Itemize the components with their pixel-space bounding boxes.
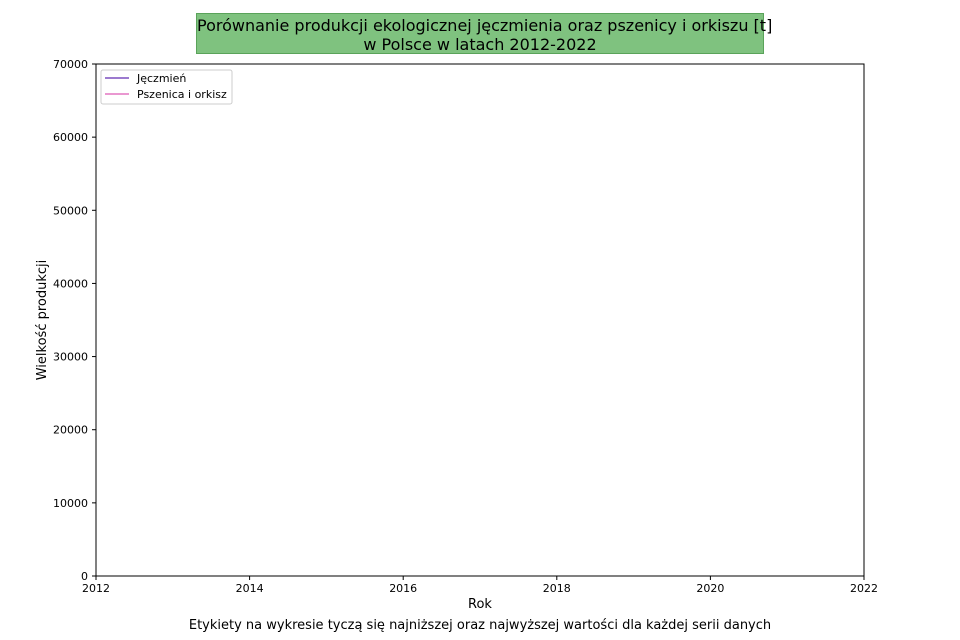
- legend: Jęczmień Pszenica i orkisz: [100, 69, 233, 105]
- y-tick-label: 70000: [53, 58, 88, 71]
- x-tick-label: 2016: [389, 582, 417, 595]
- y-tick-label: 50000: [53, 204, 88, 217]
- y-tick-label: 20000: [53, 424, 88, 437]
- x-axis-label: Rok: [468, 597, 492, 612]
- chart-caption: Etykiety na wykresie tyczą się najniższe…: [188, 618, 772, 633]
- chart-title: Porównanie produkcji ekologicznej jęczmi…: [196, 13, 773, 54]
- y-tick-label: 0: [81, 570, 88, 583]
- x-axis: 2012 2014 2016 2018 2020 2022: [82, 576, 878, 595]
- x-tick-label: 2022: [850, 582, 878, 595]
- legend-label: Pszenica i orkisz: [137, 88, 227, 101]
- x-tick-label: 2014: [236, 582, 264, 595]
- plot-area: [95, 63, 865, 577]
- y-tick-label: 60000: [53, 131, 88, 144]
- chart-title-line-1: Porównanie produkcji ekologicznej jęczmi…: [197, 16, 773, 35]
- y-tick-label: 10000: [53, 497, 88, 510]
- y-axis-label: Wielkość produkcji: [35, 260, 50, 381]
- y-tick-label: 40000: [53, 277, 88, 290]
- x-tick-label: 2012: [82, 582, 110, 595]
- legend-label: Jęczmień: [136, 72, 186, 85]
- y-axis: 0 10000 20000 30000 40000 50000 60000 70000: [53, 58, 96, 583]
- x-tick-label: 2020: [696, 582, 724, 595]
- legend-box: [100, 69, 233, 105]
- x-tick-label: 2018: [543, 582, 571, 595]
- y-tick-label: 30000: [53, 351, 88, 364]
- chart-title-line-2: w Polsce w latach 2012-2022: [363, 35, 597, 54]
